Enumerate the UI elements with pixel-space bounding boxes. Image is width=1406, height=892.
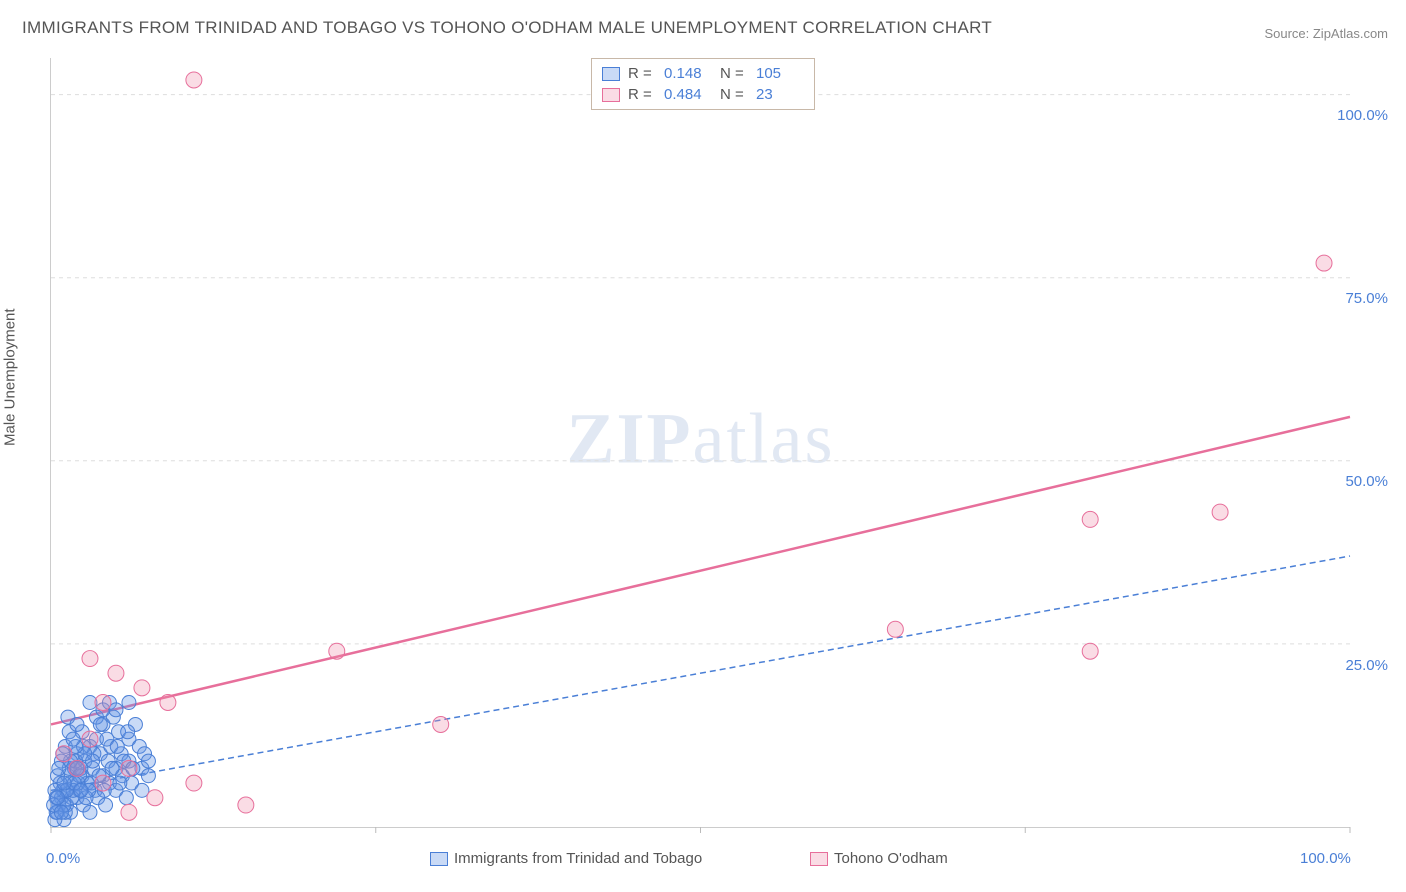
legend-bottom-item-1: Immigrants from Trinidad and Tobago [430,850,702,867]
data-point-series2 [1082,511,1098,527]
data-point-series2 [134,680,150,696]
chart-title: IMMIGRANTS FROM TRINIDAD AND TOBAGO VS T… [22,18,992,38]
legend-correlation-box: R = 0.148 N = 105 R = 0.484 N = 23 [591,58,815,110]
legend-bottom-label-2: Tohono O'odham [834,850,948,867]
data-point-series2 [121,760,137,776]
trend-line-series2 [51,417,1350,725]
data-point-series2 [186,775,202,791]
legend-r-label-2: R = [628,86,656,103]
data-point-series2 [95,695,111,711]
data-point-series2 [56,746,72,762]
legend-bottom-swatch-1 [430,852,448,866]
data-point-series2 [186,72,202,88]
data-point-series1 [113,776,127,790]
data-point-series1 [70,717,84,731]
data-point-series2 [1082,643,1098,659]
x-tick-label: 0.0% [46,850,80,867]
data-point-series1 [66,732,80,746]
data-point-series2 [95,775,111,791]
data-point-series2 [238,797,254,813]
data-point-series2 [121,804,137,820]
data-point-series2 [69,760,85,776]
y-tick-label: 50.0% [1345,473,1388,490]
trend-line-series1 [51,556,1350,790]
plot-area: ZIPatlas [50,58,1350,828]
data-point-series1 [93,717,107,731]
legend-swatch-series1 [602,67,620,81]
data-point-series1 [121,725,135,739]
data-point-series2 [82,651,98,667]
data-point-series1 [83,805,97,819]
legend-bottom-swatch-2 [810,852,828,866]
legend-bottom-item-2: Tohono O'odham [810,850,948,867]
data-point-series1 [110,739,124,753]
data-point-series1 [141,769,155,783]
source-attribution: Source: ZipAtlas.com [1264,26,1388,41]
legend-r-label-1: R = [628,65,656,82]
y-tick-label: 25.0% [1345,657,1388,674]
legend-row-series1: R = 0.148 N = 105 [602,63,804,84]
y-tick-label: 75.0% [1345,290,1388,307]
data-point-series1 [57,776,71,790]
data-point-series2 [887,621,903,637]
legend-r-value-2: 0.484 [664,86,712,103]
data-point-series2 [160,695,176,711]
data-point-series1 [119,791,133,805]
legend-swatch-series2 [602,88,620,102]
legend-row-series2: R = 0.484 N = 23 [602,84,804,105]
data-point-series1 [52,761,66,775]
data-point-series1 [54,805,68,819]
data-point-series2 [1316,255,1332,271]
data-point-series2 [82,731,98,747]
data-point-series1 [122,696,136,710]
data-point-series2 [433,716,449,732]
legend-n-label-1: N = [720,65,748,82]
legend-n-value-1: 105 [756,65,804,82]
legend-r-value-1: 0.148 [664,65,712,82]
data-point-series1 [51,791,65,805]
data-point-series2 [108,665,124,681]
data-point-series1 [99,798,113,812]
legend-n-value-2: 23 [756,86,804,103]
chart-svg [51,58,1350,827]
data-point-series2 [147,790,163,806]
data-point-series1 [74,783,88,797]
data-point-series2 [329,643,345,659]
y-tick-label: 100.0% [1337,107,1388,124]
data-point-series1 [141,754,155,768]
legend-n-label-2: N = [720,86,748,103]
data-point-series2 [1212,504,1228,520]
x-tick-label: 100.0% [1300,850,1351,867]
y-axis-label: Male Unemployment [2,308,19,446]
legend-bottom-label-1: Immigrants from Trinidad and Tobago [454,850,702,867]
